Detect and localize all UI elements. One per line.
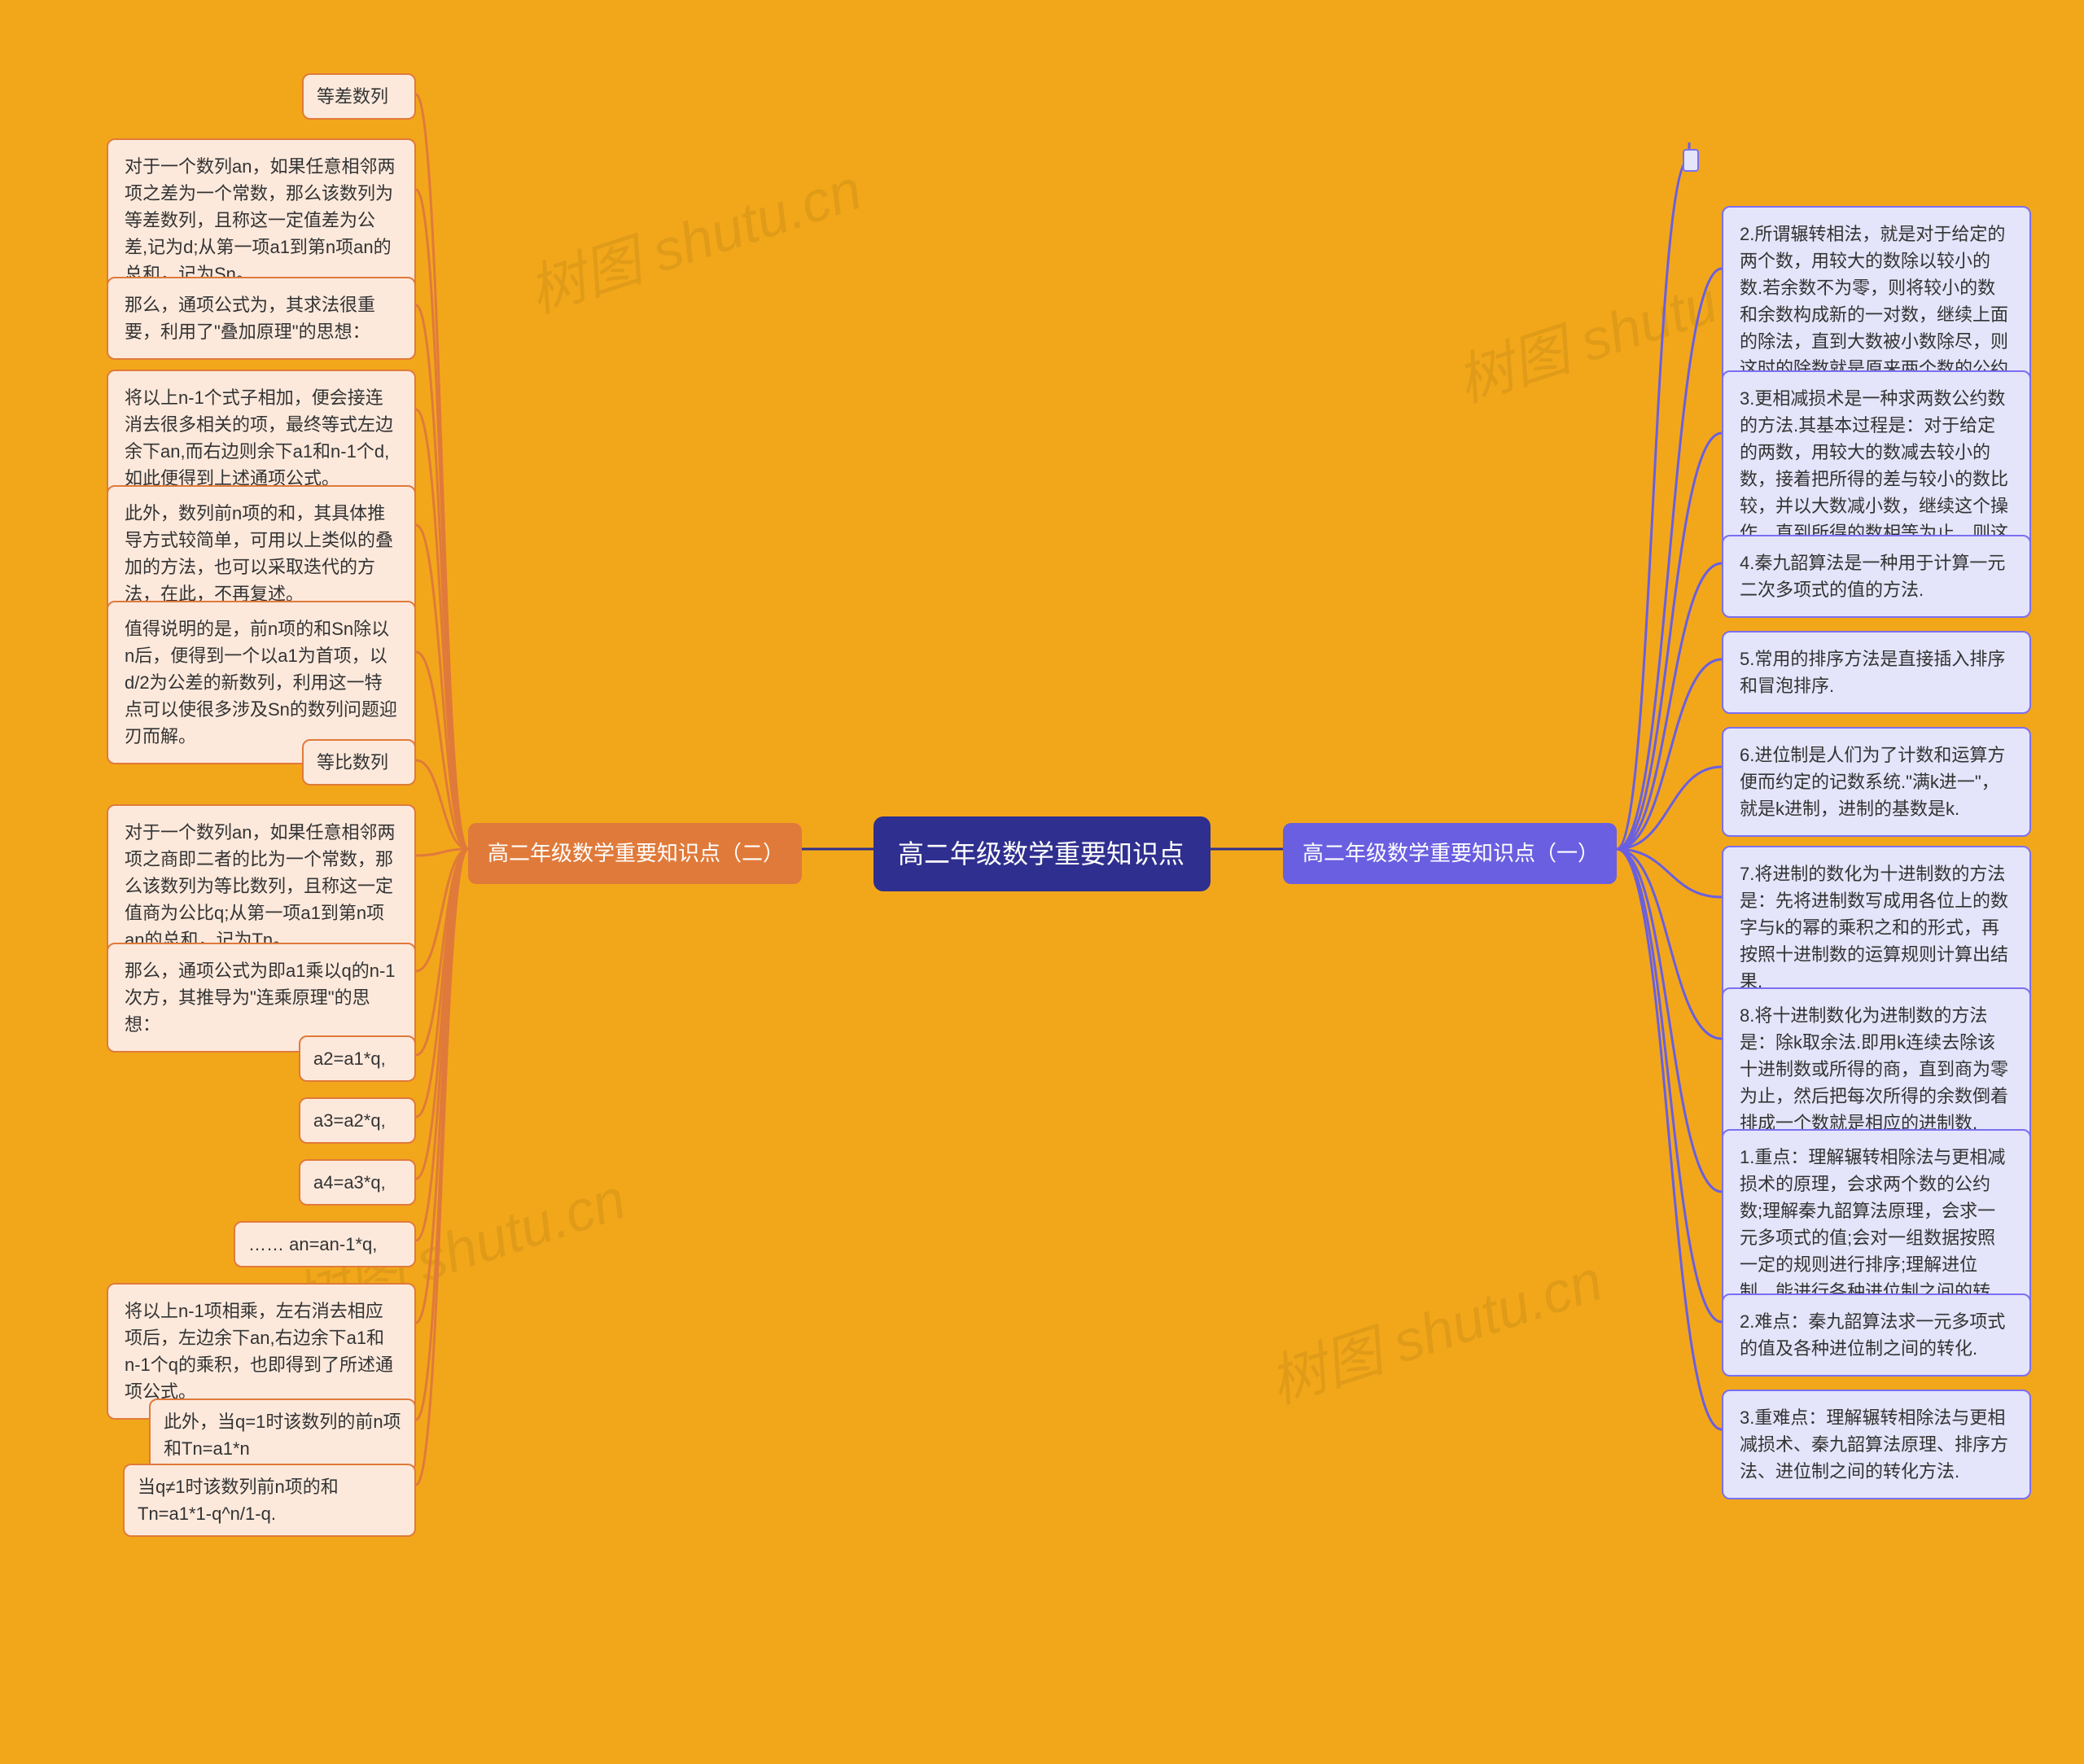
left-leaf-node[interactable]: 等差数列	[302, 73, 416, 120]
right-leaf-node[interactable]: 2.难点：秦九韶算法求一元多项式的值及各种进位制之间的转化.	[1722, 1293, 2031, 1377]
left-leaf-node[interactable]: a4=a3*q,	[299, 1159, 416, 1206]
right-leaf-node[interactable]: 7.将进制的数化为十进制数的方法是：先将进制数写成用各位上的数字与k的幂的乘积之…	[1722, 846, 2031, 1009]
left-branch-node[interactable]: 高二年级数学重要知识点（二）	[468, 823, 802, 884]
root-node[interactable]: 高二年级数学重要知识点	[873, 816, 1211, 891]
left-leaf-node[interactable]: a2=a1*q,	[299, 1035, 416, 1082]
left-leaf-node[interactable]: 当q≠1时该数列前n项的和Tn=a1*1-q^n/1-q.	[123, 1464, 416, 1537]
right-leaf-node[interactable]: 6.进位制是人们为了计数和运算方便而约定的记数系统."满k进一"，就是k进制，进…	[1722, 727, 2031, 837]
right-leaf-node[interactable]: 8.将十进制数化为进制数的方法是：除k取余法.即用k连续去除该十进制数或所得的商…	[1722, 987, 2031, 1151]
left-leaf-node[interactable]: 等比数列	[302, 739, 416, 786]
right-leaf-node[interactable]: 5.常用的排序方法是直接插入排序和冒泡排序.	[1722, 631, 2031, 714]
right-sub-anchor	[1683, 149, 1699, 172]
left-leaf-node[interactable]: …… an=an-1*q,	[234, 1221, 416, 1267]
left-leaf-node[interactable]: 此外，当q=1时该数列的前n项和Tn=a1*n	[149, 1399, 416, 1472]
left-leaf-node[interactable]: a3=a2*q,	[299, 1097, 416, 1144]
left-leaf-node[interactable]: 那么，通项公式为，其求法很重要，利用了"叠加原理"的思想：	[107, 277, 416, 360]
right-leaf-node[interactable]: 4.秦九韶算法是一种用于计算一元二次多项式的值的方法.	[1722, 535, 2031, 618]
right-branch-node[interactable]: 高二年级数学重要知识点（一）	[1283, 823, 1617, 884]
right-leaf-node[interactable]: 3.重难点：理解辗转相除法与更相减损术、秦九韶算法原理、排序方法、进位制之间的转…	[1722, 1390, 2031, 1499]
